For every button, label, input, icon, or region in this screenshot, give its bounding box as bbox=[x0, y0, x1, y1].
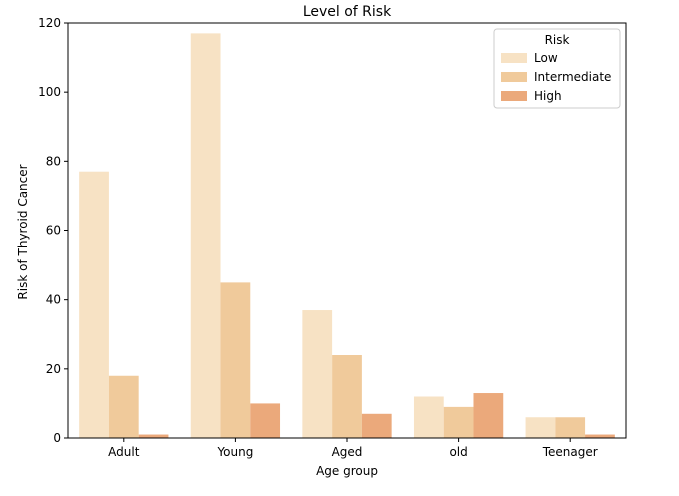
x-tick-label: Young bbox=[216, 445, 253, 459]
y-tick-label: 0 bbox=[53, 431, 61, 445]
axes-group: 0 20 40 60 80 100 120 Adult Young Aged old Teenager bbox=[38, 16, 627, 459]
bar-low-old bbox=[413, 396, 444, 438]
legend: Risk Low Intermediate High bbox=[493, 28, 621, 109]
bar-high-aged bbox=[361, 413, 392, 438]
legend-label-low: Low bbox=[534, 51, 558, 65]
chart-title: Level of Risk bbox=[303, 4, 392, 20]
bar-low-young bbox=[190, 33, 221, 439]
y-tick-label: 80 bbox=[46, 154, 61, 168]
legend-swatch-high bbox=[501, 91, 527, 101]
x-tick-label: Teenager bbox=[542, 445, 598, 459]
bar-intermediate-teenager bbox=[555, 417, 586, 438]
bar-high-adult bbox=[138, 434, 169, 438]
bar-intermediate-aged bbox=[332, 355, 362, 438]
bars-group bbox=[79, 33, 615, 439]
y-tick-label: 40 bbox=[46, 293, 61, 307]
legend-swatch-low bbox=[501, 53, 527, 63]
bar-intermediate-young bbox=[220, 282, 251, 439]
bar-low-aged bbox=[302, 310, 333, 438]
y-axis-label: Risk of Thyroid Cancer bbox=[16, 164, 30, 299]
bar-low-teenager bbox=[525, 417, 556, 438]
x-axis-label: Age group bbox=[316, 464, 378, 478]
legend-label-high: High bbox=[534, 89, 562, 103]
bar-intermediate-adult bbox=[108, 375, 139, 438]
x-tick-label: Aged bbox=[332, 445, 363, 459]
y-tick-label: 100 bbox=[38, 85, 61, 99]
bar-high-young bbox=[250, 403, 281, 438]
y-tick-label: 120 bbox=[38, 16, 61, 30]
legend-label-intermediate: Intermediate bbox=[534, 70, 611, 84]
bar-low-adult bbox=[79, 171, 109, 438]
legend-title: Risk bbox=[545, 33, 570, 47]
bar-intermediate-old bbox=[443, 406, 474, 439]
y-tick-label: 20 bbox=[46, 362, 61, 376]
bar-high-teenager bbox=[585, 434, 615, 438]
x-tick-label: Adult bbox=[108, 445, 140, 459]
x-tick-label: old bbox=[449, 445, 467, 459]
bar-high-old bbox=[473, 393, 504, 438]
y-tick-label: 60 bbox=[46, 224, 61, 238]
legend-box bbox=[493, 28, 621, 109]
legend-swatch-intermediate bbox=[501, 72, 527, 82]
